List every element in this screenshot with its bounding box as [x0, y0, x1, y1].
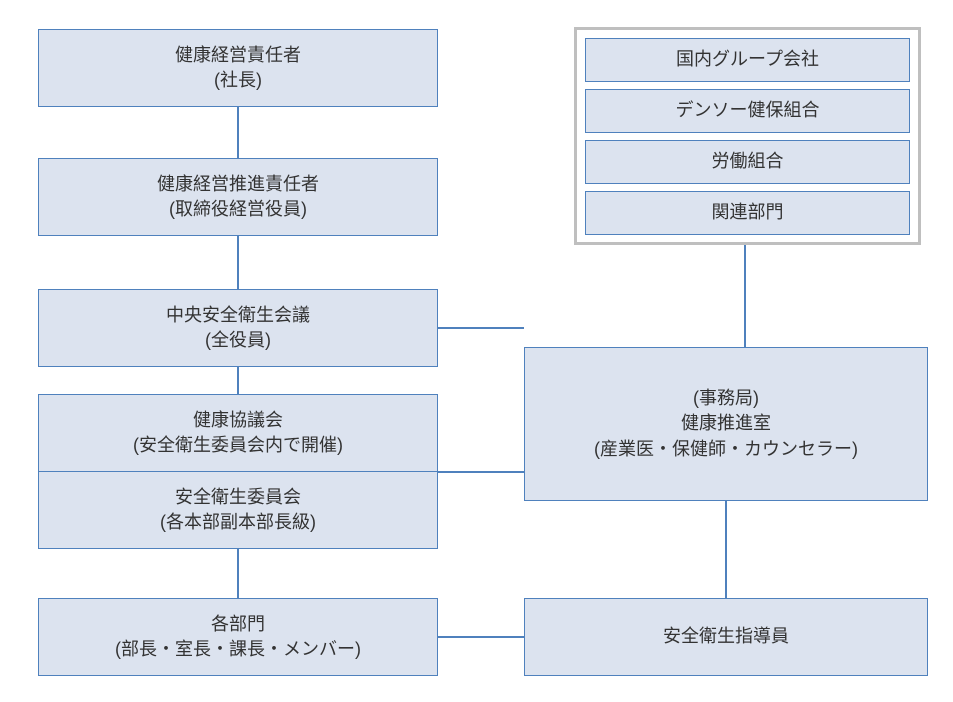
node-title: 安全衛生委員会 — [175, 485, 301, 510]
node-n5: 安全衛生委員会(各本部副本部長級) — [38, 471, 438, 549]
node-title: 健康経営責任者 — [175, 43, 301, 68]
node-title: 労働組合 — [712, 149, 784, 174]
node-g4: 関連部門 — [585, 191, 910, 235]
node-g2: デンソー健保組合 — [585, 89, 910, 133]
node-subtitle: (社長) — [214, 68, 262, 93]
node-n7: (事務局)健康推進室(産業医・保健師・カウンセラー) — [524, 347, 928, 501]
node-subtitle: (各本部副本部長級) — [160, 510, 316, 535]
node-n8: 安全衛生指導員 — [524, 598, 928, 676]
node-n2: 健康経営推進責任者(取締役経営役員) — [38, 158, 438, 236]
node-subtitle: (全役員) — [205, 328, 271, 353]
node-g1: 国内グループ会社 — [585, 38, 910, 82]
org-chart-canvas: 健康経営責任者(社長) 健康経営推進責任者(取締役経営役員) 中央安全衛生会議(全役… — [0, 0, 953, 702]
node-subtitle: 健康推進室 — [681, 411, 771, 436]
node-title: 健康経営推進責任者 — [157, 172, 319, 197]
node-title: 健康協議会 — [193, 408, 283, 433]
node-title: 国内グループ会社 — [676, 47, 819, 72]
node-n1: 健康経営責任者(社長) — [38, 29, 438, 107]
node-n6: 各部門(部長・室長・課長・メンバー) — [38, 598, 438, 676]
node-title: 各部門 — [211, 612, 265, 637]
node-n3: 中央安全衛生会議(全役員) — [38, 289, 438, 367]
node-g3: 労働組合 — [585, 140, 910, 184]
node-n4: 健康協議会(安全衛生委員会内で開催) — [38, 394, 438, 472]
node-subtitle: (安全衛生委員会内で開催) — [133, 433, 343, 458]
node-title: 安全衛生指導員 — [663, 624, 789, 649]
node-title: (事務局) — [693, 386, 759, 411]
node-title: 関連部門 — [712, 200, 784, 225]
node-subtitle: (部長・室長・課長・メンバー) — [115, 637, 361, 662]
node-subtitle2: (産業医・保健師・カウンセラー) — [594, 437, 858, 462]
node-title: デンソー健保組合 — [676, 98, 820, 123]
node-subtitle: (取締役経営役員) — [169, 197, 307, 222]
node-title: 中央安全衛生会議 — [166, 303, 310, 328]
